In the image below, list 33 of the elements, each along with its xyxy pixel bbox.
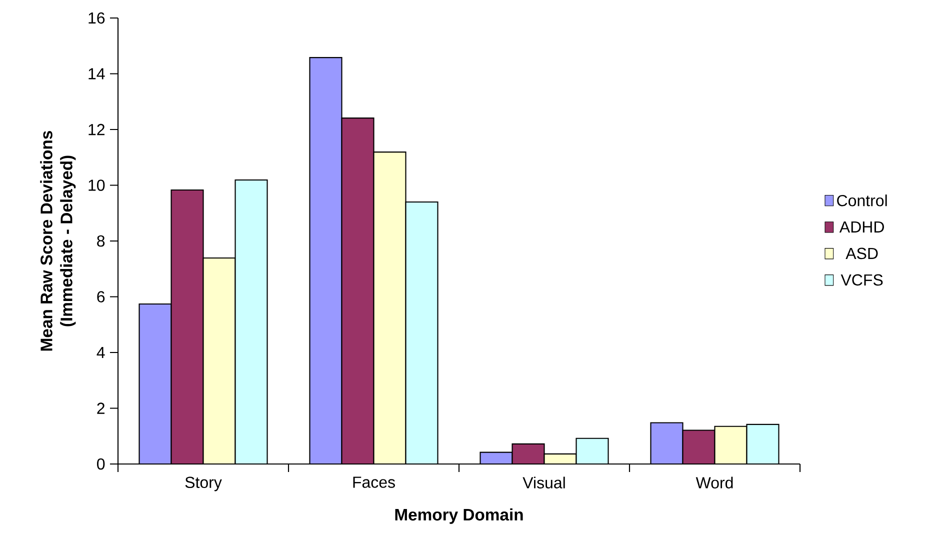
legend-label: Control <box>837 194 887 206</box>
bar <box>650 422 684 464</box>
bar <box>139 304 172 464</box>
y-tick-label: 2 <box>97 402 104 414</box>
bar <box>714 426 748 464</box>
x-tick-label: Visual <box>522 476 565 488</box>
x-tick-label: Word <box>696 476 733 488</box>
x-tick-label: Story <box>185 476 222 492</box>
bar <box>203 258 236 464</box>
y-tick-label: 8 <box>97 235 105 247</box>
y-axis-title: Mean Raw Score Deviations (Immediate - Delayed) <box>40 131 76 351</box>
x-axis-title: Memory Domain <box>395 508 523 524</box>
y-tick-label: 0 <box>97 458 105 470</box>
bar <box>406 202 438 464</box>
x-tick-label: Faces <box>353 476 395 488</box>
y-tick-label: 16 <box>88 12 105 24</box>
bar <box>235 180 268 464</box>
legend-label: ADHD <box>839 221 884 232</box>
legend-label: VCFS <box>840 274 883 286</box>
bar <box>374 152 406 464</box>
bar <box>512 444 544 464</box>
y-tick-label: 4 <box>96 347 105 358</box>
bar <box>310 58 342 464</box>
bar <box>746 424 780 464</box>
y-tick-label: 12 <box>88 124 104 136</box>
bar <box>576 438 608 464</box>
y-tick-label: 14 <box>88 68 105 80</box>
y-tick-label: 10 <box>88 180 105 191</box>
y-tick-label: 6 <box>97 291 105 302</box>
bar <box>682 430 716 464</box>
bar <box>171 190 204 464</box>
bar <box>342 118 374 464</box>
legend-label: ASD <box>846 248 878 260</box>
